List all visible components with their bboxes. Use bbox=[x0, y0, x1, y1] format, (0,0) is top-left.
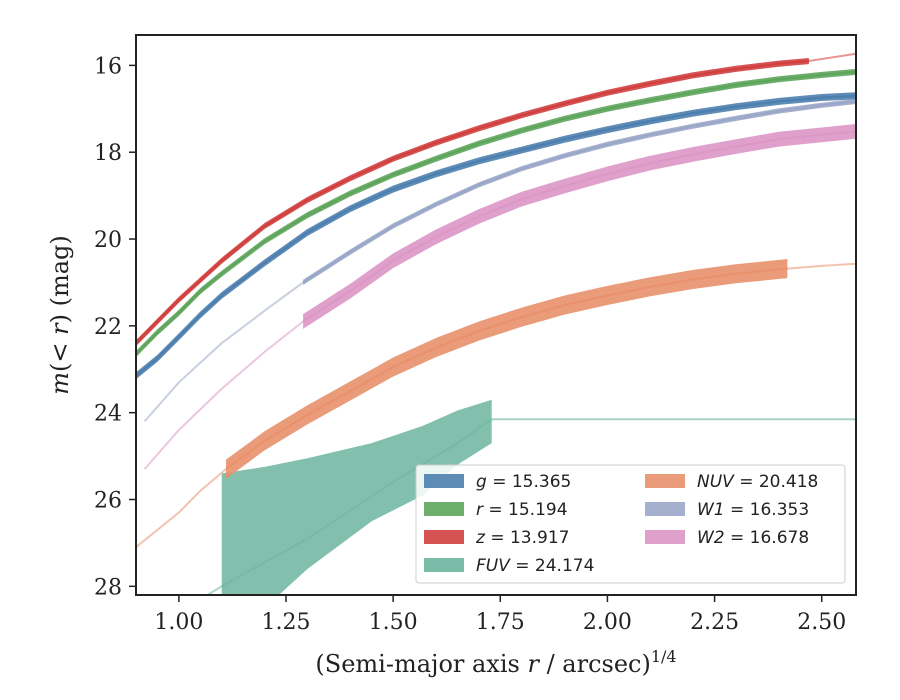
series-NUV-band bbox=[226, 259, 788, 479]
legend-label-g: g = 15.365 bbox=[476, 472, 571, 492]
legend-entry-FUV: FUV = 24.174 bbox=[424, 556, 594, 576]
series-r-line bbox=[136, 70, 856, 355]
series-z-line bbox=[136, 59, 809, 344]
legend-swatch-W1 bbox=[645, 502, 685, 516]
y-tick-label: 18 bbox=[94, 141, 122, 166]
x-tick-label: 2.00 bbox=[583, 610, 632, 635]
legend-swatch-FUV bbox=[424, 558, 464, 572]
y-tick-label: 20 bbox=[94, 228, 122, 253]
series-NUV bbox=[136, 259, 856, 548]
legend-swatch-W2 bbox=[645, 530, 685, 544]
legend-entry-NUV: NUV = 20.418 bbox=[645, 472, 818, 492]
x-axis-title: (Semi-major axis r / arcsec)1/4 bbox=[315, 647, 676, 678]
series-W1-line bbox=[302, 100, 856, 284]
series-FUV bbox=[205, 399, 856, 595]
series-W2-extrapolation bbox=[143, 320, 304, 470]
series-W2-line bbox=[302, 130, 856, 323]
legend-label-W2: W2 = 16.678 bbox=[697, 528, 809, 548]
legend-swatch-r bbox=[424, 502, 464, 516]
x-tick-label: 1.00 bbox=[154, 610, 203, 635]
series-W1 bbox=[143, 98, 856, 423]
x-tick-label: 2.50 bbox=[797, 610, 846, 635]
x-tick-label: 1.25 bbox=[262, 610, 311, 635]
plot-frame bbox=[135, 34, 857, 596]
legend-entry-g: g = 15.365 bbox=[424, 472, 571, 492]
legend-label-r: r = 15.194 bbox=[476, 500, 568, 520]
legend-entry-z: z = 13.917 bbox=[424, 528, 569, 548]
series-NUV-extrapolation bbox=[136, 468, 227, 548]
series-g-line bbox=[136, 94, 856, 377]
y-tick-label: 26 bbox=[94, 488, 122, 513]
y-tick-label: 24 bbox=[94, 402, 122, 427]
series-z bbox=[136, 52, 856, 347]
legend-swatch-NUV bbox=[645, 474, 685, 488]
x-tick-label: 2.25 bbox=[690, 610, 739, 635]
series-r bbox=[136, 68, 856, 358]
series-W2 bbox=[143, 124, 856, 470]
legend-label-FUV: FUV = 24.174 bbox=[476, 556, 594, 576]
y-tick-label: 22 bbox=[94, 315, 122, 340]
legend-swatch-g bbox=[424, 474, 464, 488]
legend-entry-W2: W2 = 16.678 bbox=[645, 528, 809, 548]
y-tick-label: 16 bbox=[94, 54, 122, 79]
series-g bbox=[136, 92, 856, 380]
y-axis-title: m(< r) (mag) bbox=[46, 235, 74, 395]
legend-entry-r: r = 15.194 bbox=[424, 500, 568, 520]
series-NUV-line bbox=[225, 267, 788, 470]
legend-swatch-z bbox=[424, 530, 464, 544]
y-tick-label: 28 bbox=[94, 575, 122, 600]
x-tick-label: 1.75 bbox=[476, 610, 525, 635]
series-z-extrapolation bbox=[808, 52, 856, 62]
series-W1-extrapolation bbox=[143, 281, 304, 423]
legend-entry-W1: W1 = 16.353 bbox=[645, 500, 809, 520]
series-FUV-extrapolation bbox=[205, 418, 493, 595]
legend-box bbox=[415, 464, 846, 584]
y-axis: 16 18 20 22 24 26 28 bbox=[94, 54, 136, 600]
x-tick-label: 1.50 bbox=[369, 610, 418, 635]
legend-label-z: z = 13.917 bbox=[475, 528, 569, 548]
series-FUV-band bbox=[221, 399, 492, 595]
legend: g = 15.365 r = 15.194 z = 13.917 FUV = 24.1… bbox=[415, 464, 846, 584]
legend-label-W1: W1 = 16.353 bbox=[697, 500, 809, 520]
legend-label-NUV: NUV = 20.418 bbox=[697, 472, 818, 492]
series-NUV-extrapolation-2 bbox=[787, 262, 856, 270]
plot-area bbox=[136, 52, 856, 595]
x-axis: 1.00 1.25 1.50 1.75 2.00 2.25 2.50 bbox=[154, 595, 846, 635]
